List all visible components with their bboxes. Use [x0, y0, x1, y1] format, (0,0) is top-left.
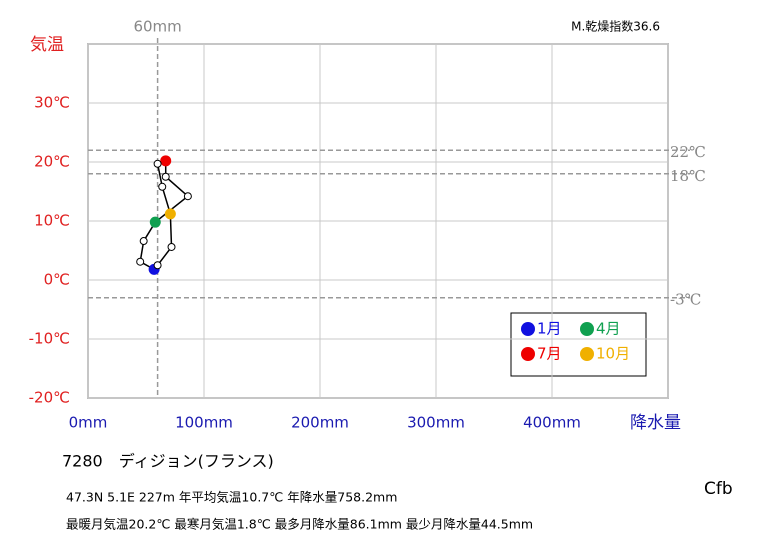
month-point: [183, 192, 192, 201]
climate: Cfb: [704, 479, 733, 499]
y-title: 気温: [30, 35, 64, 55]
x-tick-label: 0mm: [69, 414, 108, 432]
month-point: [164, 208, 176, 220]
legend-label: 4月: [596, 320, 621, 338]
month-point: [160, 155, 172, 167]
legend-label: 10月: [596, 345, 630, 363]
month-point: [153, 261, 162, 270]
y-tick-label: -10℃: [29, 330, 70, 348]
ref-label: 22℃: [670, 143, 706, 161]
legend-label: 7月: [537, 345, 562, 363]
x-title: 降水量: [630, 413, 681, 433]
x-tick-label: 400mm: [523, 414, 581, 432]
legend-marker: [580, 322, 594, 336]
y-tick-label: 10℃: [34, 212, 70, 230]
month-point: [149, 216, 161, 228]
x-tick-label: 100mm: [175, 414, 233, 432]
note: 47.3N 5.1E 227m 年平均気温10.7℃ 年降水量758.2mm: [66, 490, 397, 505]
legend-marker: [580, 347, 594, 361]
y-tick-label: 20℃: [34, 153, 70, 171]
note: 最暖月気温20.2℃ 最寒月気温1.8℃ 最多月降水量86.1mm 最少月降水量…: [66, 517, 533, 532]
aridity: M.乾燥指数36.6: [571, 19, 660, 34]
ref-label: 18℃: [670, 167, 706, 185]
ref-label: 60mm: [133, 18, 181, 36]
ref-label: -3℃: [670, 291, 701, 309]
month-point: [139, 237, 148, 246]
month-point: [158, 182, 167, 191]
legend-box: [510, 312, 647, 377]
month-point: [153, 159, 162, 168]
station: 7280 ディジョン(フランス): [62, 452, 274, 471]
legend-label: 1月: [537, 320, 562, 338]
x-tick-label: 300mm: [407, 414, 465, 432]
month-point: [136, 257, 145, 266]
y-tick-label: 0℃: [44, 271, 70, 289]
x-tick-label: 200mm: [291, 414, 349, 432]
legend-marker: [521, 347, 535, 361]
month-point: [161, 172, 170, 181]
y-tick-label: -20℃: [29, 389, 70, 407]
y-tick-label: 30℃: [34, 94, 70, 112]
month-point: [167, 242, 176, 251]
legend-marker: [521, 322, 535, 336]
